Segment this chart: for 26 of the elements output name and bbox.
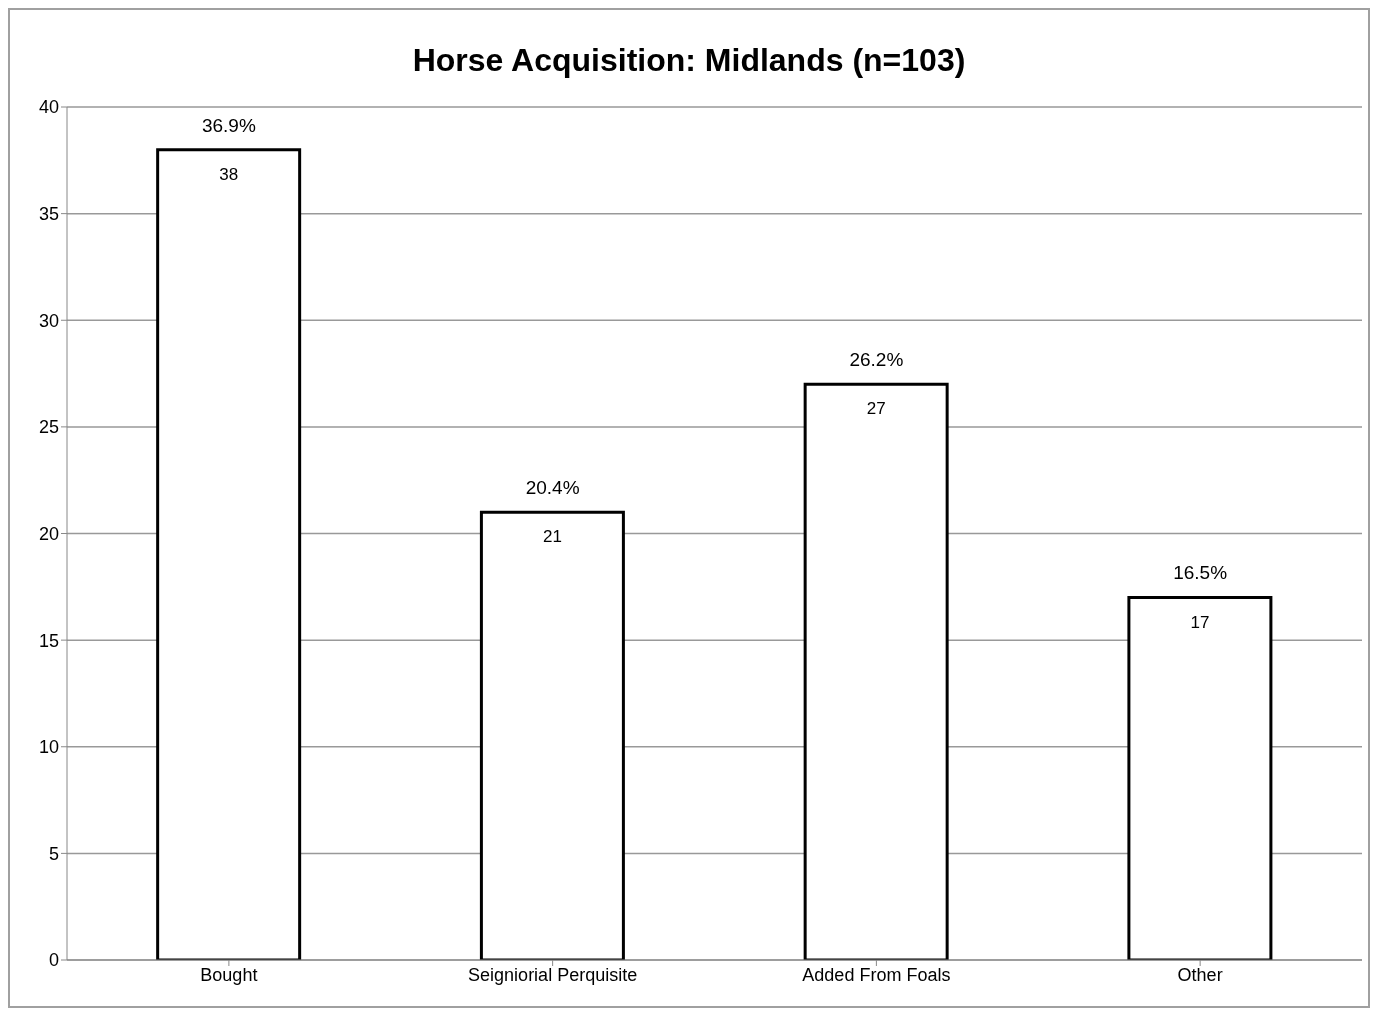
data-label: 27 xyxy=(866,399,886,419)
x-tick-label: Other xyxy=(1177,964,1223,985)
data-label: 21 xyxy=(542,527,562,547)
y-tick-label: 25 xyxy=(38,417,59,438)
y-tick-label: 40 xyxy=(38,97,59,118)
y-tick-label: 5 xyxy=(48,843,59,864)
x-tick-label: Seigniorial Perquisite xyxy=(468,964,638,985)
y-tick-label: 0 xyxy=(48,950,59,971)
annotation: 20.4% xyxy=(525,477,580,499)
x-tick-label: Added From Foals xyxy=(802,964,951,985)
y-tick-label: 15 xyxy=(38,630,59,651)
y-tick-label: 20 xyxy=(38,523,59,544)
data-label: 17 xyxy=(1190,612,1210,632)
annotation: 26.2% xyxy=(849,349,904,371)
annotation: 36.9% xyxy=(201,114,256,136)
data-label: 38 xyxy=(219,164,239,184)
annotation: 16.5% xyxy=(1173,562,1228,584)
bar xyxy=(156,148,302,960)
y-tick-label: 35 xyxy=(38,204,59,225)
chart-title: Horse Acquisition: Midlands (n=103) xyxy=(411,42,967,79)
bar xyxy=(1127,595,1273,960)
y-tick-label: 10 xyxy=(38,737,59,758)
bar xyxy=(479,510,625,960)
y-tick-label: 30 xyxy=(38,310,59,331)
bar xyxy=(803,382,949,960)
x-tick-label: Bought xyxy=(200,964,258,985)
